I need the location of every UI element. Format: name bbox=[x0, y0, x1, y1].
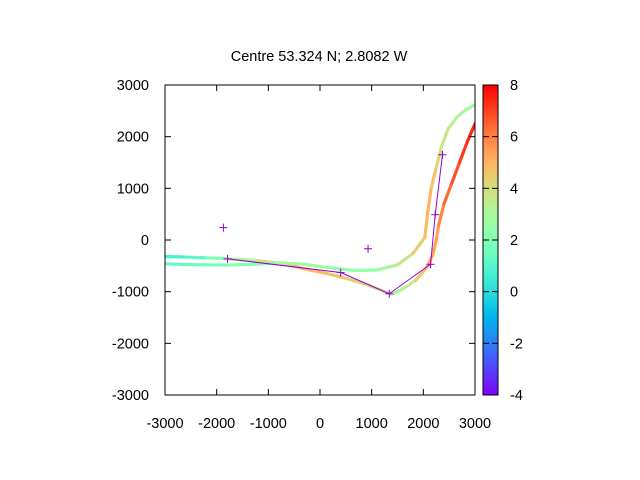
colorbar-tick-label: 6 bbox=[510, 130, 518, 146]
track-segment bbox=[302, 262, 332, 270]
y-tick-label: -2000 bbox=[112, 336, 149, 352]
colorbar-tick-label: 2 bbox=[510, 233, 518, 249]
track-segment bbox=[431, 238, 438, 258]
colorbar-tick-label: 4 bbox=[510, 181, 518, 197]
track-segment bbox=[464, 103, 475, 112]
x-tick-label: 1000 bbox=[356, 416, 388, 432]
y-axis: -3000 -2000 -1000 0 1000 2000 3000 bbox=[112, 78, 475, 404]
y-tick-label: 2000 bbox=[117, 130, 149, 146]
y-tick-label: -1000 bbox=[112, 285, 149, 301]
x-tick-label: 0 bbox=[316, 416, 324, 432]
waypoint-marker bbox=[336, 268, 345, 277]
track-segment bbox=[277, 261, 307, 266]
track-segment bbox=[184, 255, 208, 260]
waypoint-marker bbox=[438, 150, 447, 159]
waypoint-marker bbox=[385, 289, 394, 298]
track-segment bbox=[354, 268, 379, 273]
track-segment bbox=[344, 276, 369, 287]
path-layer bbox=[227, 154, 443, 295]
x-tick-label: 2000 bbox=[407, 416, 439, 432]
track-segment bbox=[457, 140, 469, 165]
waypoint-marker bbox=[223, 254, 232, 263]
y-tick-label: -3000 bbox=[112, 388, 149, 404]
track-segment bbox=[434, 145, 444, 170]
colorbar-tick-label: -2 bbox=[510, 336, 523, 352]
x-axis: -3000 -2000 -1000 0 1000 2000 3000 bbox=[146, 85, 491, 432]
track-segment bbox=[165, 262, 188, 267]
x-tick-label: -3000 bbox=[146, 416, 183, 432]
track-segment bbox=[450, 160, 462, 185]
track-segment bbox=[411, 235, 427, 256]
waypoint-path bbox=[227, 154, 443, 295]
x-tick-label: -1000 bbox=[250, 416, 287, 432]
track-segment bbox=[328, 266, 358, 273]
track-segment bbox=[302, 267, 327, 275]
point-marker bbox=[364, 244, 373, 253]
y-tick-label: 1000 bbox=[117, 181, 149, 197]
y-tick-label: 0 bbox=[141, 233, 149, 249]
waypoint-marker bbox=[431, 210, 440, 219]
chart-title: Centre 53.324 N; 2.8082 W bbox=[231, 49, 408, 65]
track-segment bbox=[323, 271, 348, 280]
track-segment bbox=[395, 251, 415, 267]
track-segment bbox=[442, 181, 454, 206]
plot-frame bbox=[164, 84, 476, 396]
point-marker bbox=[219, 223, 228, 232]
track-segment bbox=[423, 212, 430, 240]
colorbar-gradient bbox=[483, 85, 498, 395]
track-segment bbox=[437, 202, 446, 227]
track-segment bbox=[465, 122, 475, 144]
track-segment bbox=[413, 266, 428, 282]
track-1 bbox=[165, 103, 475, 273]
track-segment bbox=[375, 263, 400, 272]
colorbar-ticks: -4 -2 0 2 4 6 8 bbox=[483, 78, 523, 404]
track-segment bbox=[425, 186, 433, 216]
track-segment bbox=[401, 278, 418, 291]
marker-layer bbox=[219, 150, 447, 298]
track-segment bbox=[434, 222, 441, 242]
track-segment bbox=[455, 108, 468, 119]
track-segment bbox=[446, 115, 459, 131]
track-segment bbox=[439, 127, 450, 149]
colorbar-tick-label: 8 bbox=[510, 78, 518, 94]
x-tick-label: -2000 bbox=[198, 416, 235, 432]
track-segment bbox=[429, 166, 438, 190]
colorbar-tick-label: 0 bbox=[510, 285, 518, 301]
x-tick-label: 3000 bbox=[459, 416, 491, 432]
y-tick-label: 3000 bbox=[117, 78, 149, 94]
track-segment bbox=[165, 254, 188, 259]
track-segment bbox=[225, 262, 255, 267]
colorbar-tick-label: -4 bbox=[510, 388, 523, 404]
waypoint-marker bbox=[426, 260, 435, 269]
